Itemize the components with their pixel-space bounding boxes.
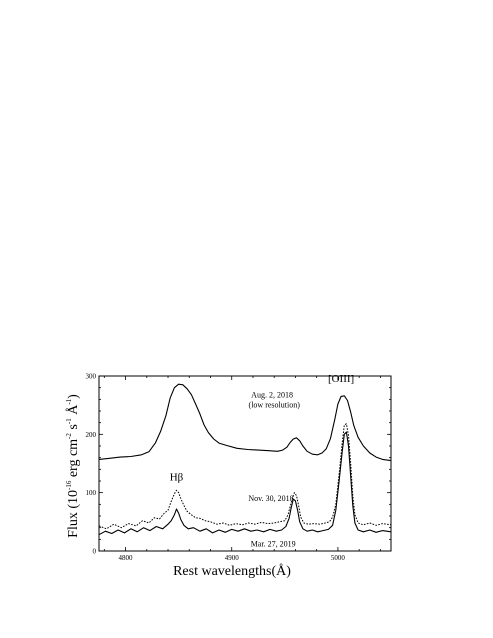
x-axis-unit: Å [276,563,287,579]
series-line-aug-2018 [98,383,392,462]
aug-label-2: (low resolution) [249,401,301,410]
y-tick-label: 300 [86,373,97,381]
series-line-mar-2019 [98,431,392,536]
series-line-nov-2018 [98,423,392,530]
x-tick-label: 4800 [119,554,134,562]
nov-label: Nov. 30, 2018 [248,494,293,503]
mar-label: Mar. 27, 2019 [251,539,296,548]
aug-label-1: Aug. 2, 2018 [251,391,293,400]
y-tick-label: 200 [86,431,97,439]
plot-frame [98,375,392,552]
hbeta-label: Hβ [170,471,184,483]
y-axis-title: Flux (10-16 erg cm-2 s-1 Å-1) [65,394,81,538]
x-tick-label: 4900 [225,554,240,562]
y-tick-label: 0 [93,548,97,556]
x-tick-label: 5000 [331,554,346,562]
x-axis-title: Rest wavelengths(Å) [173,563,291,579]
oiii-label: [OIII] [328,373,354,385]
plot-area: 4800 4900 5000 0 100 200 300 Aug. 2, 2018(low r… [86,373,392,562]
y-tick-label: 100 [86,489,97,497]
